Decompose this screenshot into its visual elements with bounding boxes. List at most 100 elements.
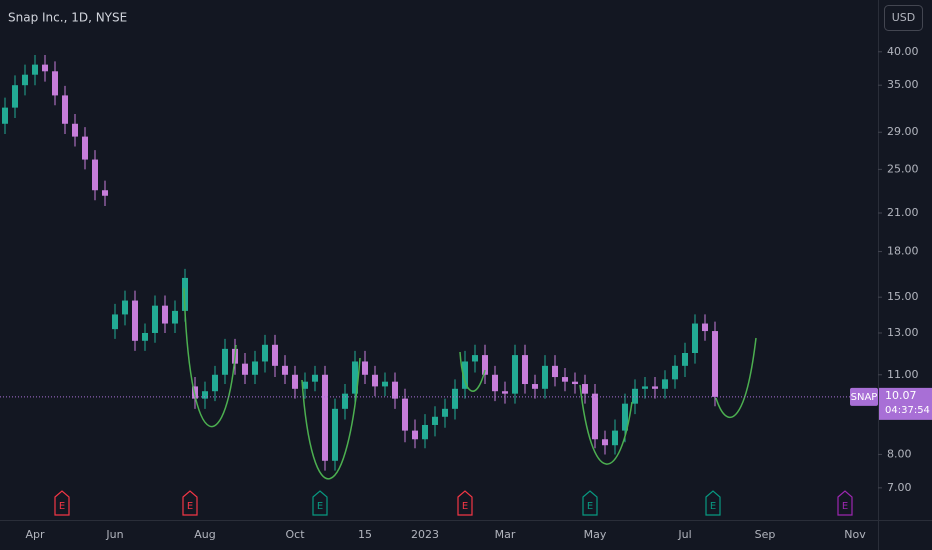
- candle-body: [352, 361, 358, 394]
- candle-body: [22, 74, 28, 86]
- x-tick-label: Jun: [105, 528, 123, 541]
- earnings-badge: [837, 490, 853, 516]
- candle-body: [52, 71, 58, 96]
- candle-body: [592, 393, 598, 440]
- candle-body: [582, 384, 588, 394]
- earnings-badge: [312, 490, 328, 516]
- y-tick-label: 8.00: [887, 447, 912, 460]
- earnings-badge: [582, 490, 598, 516]
- symbol-tag: [850, 387, 878, 406]
- x-tick-label: 2023: [411, 528, 439, 541]
- cup-curve: [301, 357, 361, 480]
- candle-body: [312, 374, 318, 382]
- candle-body: [612, 430, 618, 446]
- earnings-badge: [705, 490, 721, 516]
- candle-body: [242, 363, 248, 375]
- candle-body: [122, 300, 128, 315]
- candle-body: [632, 388, 638, 404]
- candle-body: [502, 391, 508, 394]
- candle-body: [572, 381, 578, 385]
- earnings-label: E: [187, 501, 193, 512]
- candle-body: [132, 300, 138, 341]
- chart-title: Snap Inc., 1D, NYSE: [8, 11, 127, 25]
- candle-body: [362, 361, 368, 375]
- candle-body: [32, 64, 38, 75]
- candle-body: [42, 64, 48, 72]
- y-tick-label: 11.00: [887, 368, 919, 381]
- y-tick-label: 25.00: [887, 162, 919, 175]
- y-tick-label: 15.00: [887, 290, 919, 303]
- candle-body: [82, 136, 88, 160]
- candle-body: [482, 355, 488, 375]
- candle-body: [602, 439, 608, 446]
- candle-body: [622, 403, 628, 431]
- x-tick-label: Aug: [194, 528, 215, 541]
- candle-body: [12, 85, 18, 108]
- y-tick-label: 29.00: [887, 125, 919, 138]
- candle-body: [292, 374, 298, 389]
- candle-body: [642, 386, 648, 389]
- candle-body: [142, 332, 148, 341]
- cup-curve: [715, 337, 757, 419]
- candle-body: [512, 355, 518, 394]
- candle-body: [422, 424, 428, 440]
- candle-body: [212, 374, 218, 392]
- y-tick-label: 21.00: [887, 206, 919, 219]
- candle-body: [262, 344, 268, 362]
- last-price-label: 10.07: [885, 389, 917, 402]
- candle-body: [282, 365, 288, 375]
- y-tick-label: 13.00: [887, 326, 919, 339]
- candle-body: [402, 398, 408, 431]
- x-tick-label: Oct: [285, 528, 305, 541]
- candle-body: [222, 348, 228, 375]
- candle-body: [182, 277, 188, 311]
- candle-body: [192, 386, 198, 399]
- candle-body: [62, 95, 68, 124]
- y-tick-label: 18.00: [887, 245, 919, 258]
- x-tick-label: May: [584, 528, 607, 541]
- cup-curve: [183, 287, 237, 428]
- candle-body: [522, 355, 528, 385]
- candle-body: [392, 381, 398, 399]
- candle-body: [432, 416, 438, 425]
- x-tick-label: Nov: [844, 528, 866, 541]
- candle-body: [562, 377, 568, 382]
- candle-body: [332, 408, 338, 461]
- y-tick-label: 35.00: [887, 78, 919, 91]
- candle-body: [452, 388, 458, 409]
- candle-body: [202, 391, 208, 399]
- candle-body: [712, 331, 718, 397]
- earnings-label: E: [842, 501, 848, 512]
- candle-body: [702, 323, 708, 332]
- candle-body: [162, 305, 168, 324]
- candle-body: [172, 310, 178, 324]
- candle-body: [692, 323, 698, 353]
- currency-button[interactable]: [884, 5, 923, 31]
- earnings-badge: [182, 490, 198, 516]
- earnings-badge: [54, 490, 70, 516]
- y-tick-label: 7.00: [887, 481, 912, 494]
- earnings-label: E: [59, 501, 65, 512]
- candle-body: [382, 381, 388, 387]
- earnings-label: E: [710, 501, 716, 512]
- candle-body: [252, 361, 258, 375]
- candle-body: [102, 190, 108, 196]
- candle-body: [542, 365, 548, 389]
- candle-body: [472, 355, 478, 362]
- candle-body: [152, 305, 158, 333]
- candle-body: [532, 384, 538, 389]
- countdown-label: 04:37:54: [885, 405, 930, 416]
- earnings-label: E: [462, 501, 468, 512]
- candle-body: [442, 408, 448, 417]
- price-tag: [879, 387, 932, 420]
- candle-body: [322, 374, 328, 461]
- earnings-badge: [457, 490, 473, 516]
- currency-label[interactable]: USD: [892, 11, 916, 24]
- candle-body: [492, 374, 498, 392]
- candle-body: [412, 430, 418, 440]
- x-tick-label: 15: [358, 528, 372, 541]
- candle-body: [672, 365, 678, 380]
- cup-curve: [459, 351, 486, 392]
